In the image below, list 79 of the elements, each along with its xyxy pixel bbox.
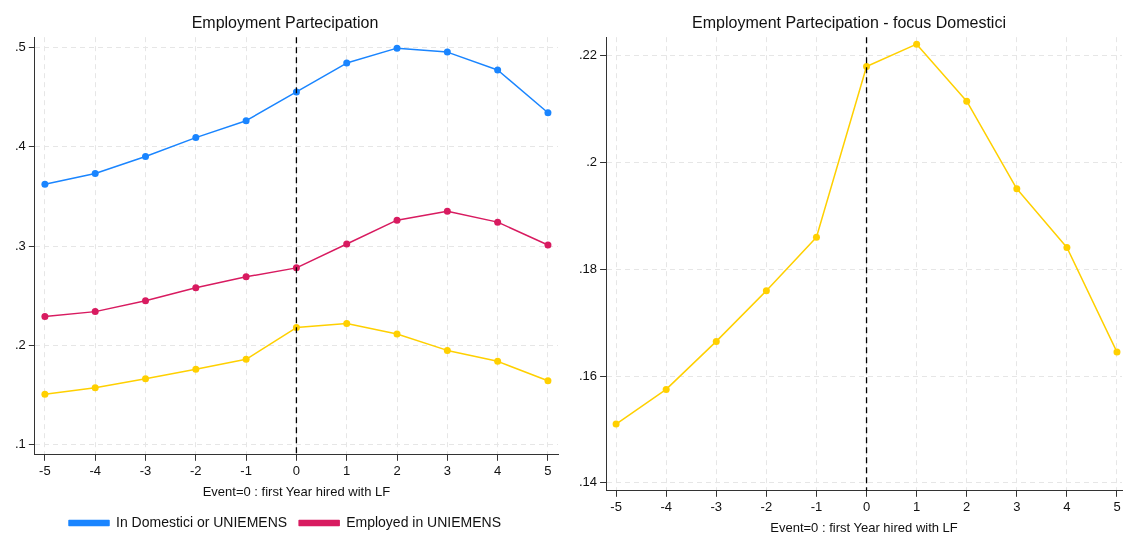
point bbox=[913, 40, 921, 48]
y-tick-label: .4 bbox=[15, 138, 26, 154]
point bbox=[544, 377, 552, 385]
point bbox=[343, 59, 351, 67]
point bbox=[393, 44, 401, 52]
point bbox=[494, 218, 502, 226]
x-tick-label: -4 bbox=[660, 499, 672, 515]
x-tick-label: 1 bbox=[913, 499, 921, 515]
point bbox=[41, 390, 49, 398]
point bbox=[142, 297, 150, 305]
point bbox=[443, 48, 451, 56]
x-axis-title: Event=0 : first Year hired with LF bbox=[770, 519, 958, 535]
point bbox=[494, 66, 502, 74]
y-tick-label: .16 bbox=[578, 367, 598, 383]
x-tick-label: -2 bbox=[760, 499, 773, 515]
legend-label: Employed in UNIEMENS bbox=[346, 513, 501, 530]
point bbox=[1113, 348, 1121, 356]
point bbox=[544, 109, 552, 117]
x-tick-label: 2 bbox=[963, 499, 971, 515]
x-tick-label: -2 bbox=[190, 463, 202, 479]
x-tick-label: -5 bbox=[39, 463, 51, 479]
point bbox=[712, 337, 720, 345]
x-tick-label: -4 bbox=[89, 463, 101, 479]
point bbox=[343, 240, 351, 248]
x-tick-label: 5 bbox=[544, 463, 552, 479]
point bbox=[41, 313, 49, 321]
point bbox=[91, 169, 99, 177]
x-tick-label: 5 bbox=[1113, 499, 1121, 515]
chart-title: Employment Partecipation bbox=[191, 14, 379, 32]
point bbox=[1013, 185, 1021, 193]
x-tick-label: 1 bbox=[343, 463, 351, 479]
point bbox=[812, 233, 820, 241]
x-tick-label: 3 bbox=[443, 463, 451, 479]
y-tick-label: .2 bbox=[586, 154, 598, 170]
point bbox=[963, 97, 971, 105]
point bbox=[142, 375, 150, 383]
y-tick-label: .14 bbox=[578, 474, 598, 490]
point bbox=[343, 320, 351, 328]
legend-label: In Domestici or UNIEMENS bbox=[116, 513, 288, 530]
point bbox=[91, 308, 99, 316]
point bbox=[443, 207, 451, 215]
y-tick-label: .5 bbox=[15, 38, 26, 54]
point bbox=[494, 357, 502, 365]
x-tick-label: 0 bbox=[862, 499, 871, 515]
point bbox=[544, 241, 552, 249]
point bbox=[393, 330, 401, 338]
x-axis-title: Event=0 : first Year hired with LF bbox=[202, 483, 391, 499]
y-tick-label: .1 bbox=[15, 436, 26, 452]
point bbox=[192, 365, 200, 373]
x-tick-label: 3 bbox=[1013, 499, 1021, 515]
point bbox=[662, 385, 670, 393]
chart-title: Employment Partecipation - focus Domestici bbox=[692, 14, 1006, 32]
point bbox=[242, 117, 250, 125]
point bbox=[91, 384, 99, 392]
x-tick-label: -3 bbox=[710, 499, 723, 515]
x-tick-label: -5 bbox=[610, 499, 622, 515]
y-tick-label: .2 bbox=[15, 337, 26, 353]
point bbox=[242, 355, 250, 363]
point bbox=[192, 134, 200, 142]
point bbox=[612, 420, 620, 428]
y-tick-label: .18 bbox=[578, 260, 598, 276]
point bbox=[192, 284, 200, 292]
x-tick-label: -1 bbox=[240, 463, 252, 479]
x-tick-label: -3 bbox=[139, 463, 152, 479]
point bbox=[142, 153, 150, 161]
point bbox=[762, 287, 770, 295]
point bbox=[41, 180, 49, 188]
y-tick-label: .22 bbox=[578, 47, 598, 63]
x-tick-label: 0 bbox=[292, 463, 301, 479]
x-tick-label: -1 bbox=[810, 499, 823, 515]
point bbox=[242, 273, 250, 281]
point bbox=[443, 346, 451, 354]
x-tick-label: 4 bbox=[494, 463, 502, 479]
point bbox=[393, 216, 401, 224]
point bbox=[863, 63, 871, 71]
point bbox=[1063, 243, 1071, 251]
x-tick-label: 2 bbox=[393, 463, 401, 479]
y-tick-label: .3 bbox=[15, 237, 26, 253]
x-tick-label: 4 bbox=[1063, 499, 1071, 515]
